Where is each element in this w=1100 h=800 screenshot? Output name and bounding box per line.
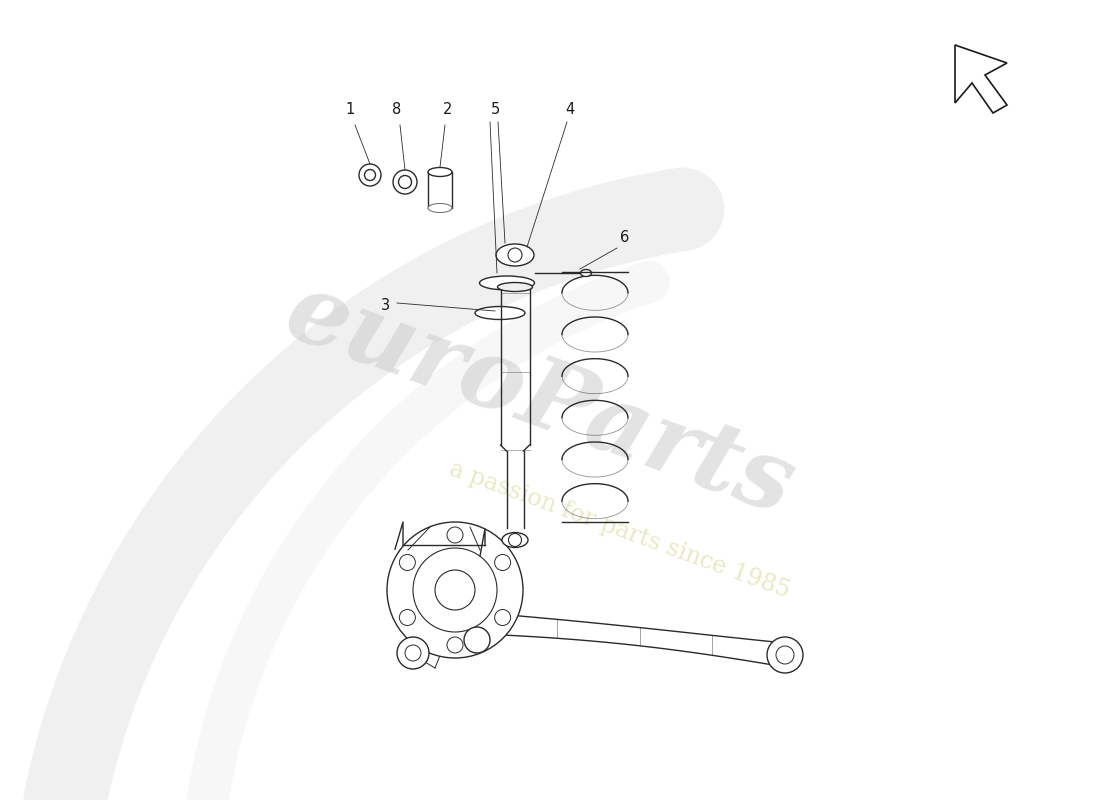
Circle shape xyxy=(495,554,510,570)
Text: 4: 4 xyxy=(565,102,574,118)
Circle shape xyxy=(399,554,416,570)
Circle shape xyxy=(447,527,463,543)
Text: 1: 1 xyxy=(345,102,354,118)
Circle shape xyxy=(495,610,510,626)
Polygon shape xyxy=(955,45,1006,113)
Text: a passion for parts since 1985: a passion for parts since 1985 xyxy=(447,458,793,602)
Ellipse shape xyxy=(497,282,532,291)
Circle shape xyxy=(364,170,375,181)
Circle shape xyxy=(508,248,522,262)
Circle shape xyxy=(393,170,417,194)
Circle shape xyxy=(508,534,521,546)
Circle shape xyxy=(434,570,475,610)
Text: euroParts: euroParts xyxy=(274,265,806,535)
Text: 6: 6 xyxy=(620,230,629,246)
Circle shape xyxy=(405,645,421,661)
Circle shape xyxy=(412,548,497,632)
Text: 3: 3 xyxy=(381,298,389,313)
Ellipse shape xyxy=(502,533,528,547)
Text: 2: 2 xyxy=(443,102,453,118)
Circle shape xyxy=(767,637,803,673)
Text: 8: 8 xyxy=(393,102,402,118)
Circle shape xyxy=(464,627,490,653)
Ellipse shape xyxy=(496,244,534,266)
Circle shape xyxy=(776,646,794,664)
Circle shape xyxy=(397,637,429,669)
Text: 5: 5 xyxy=(491,102,499,118)
Circle shape xyxy=(398,175,411,189)
Circle shape xyxy=(399,610,416,626)
Circle shape xyxy=(387,522,522,658)
Circle shape xyxy=(359,164,381,186)
Ellipse shape xyxy=(428,203,452,213)
Ellipse shape xyxy=(480,276,535,290)
Ellipse shape xyxy=(428,167,452,177)
Circle shape xyxy=(447,637,463,653)
Ellipse shape xyxy=(581,270,592,277)
Ellipse shape xyxy=(475,306,525,319)
